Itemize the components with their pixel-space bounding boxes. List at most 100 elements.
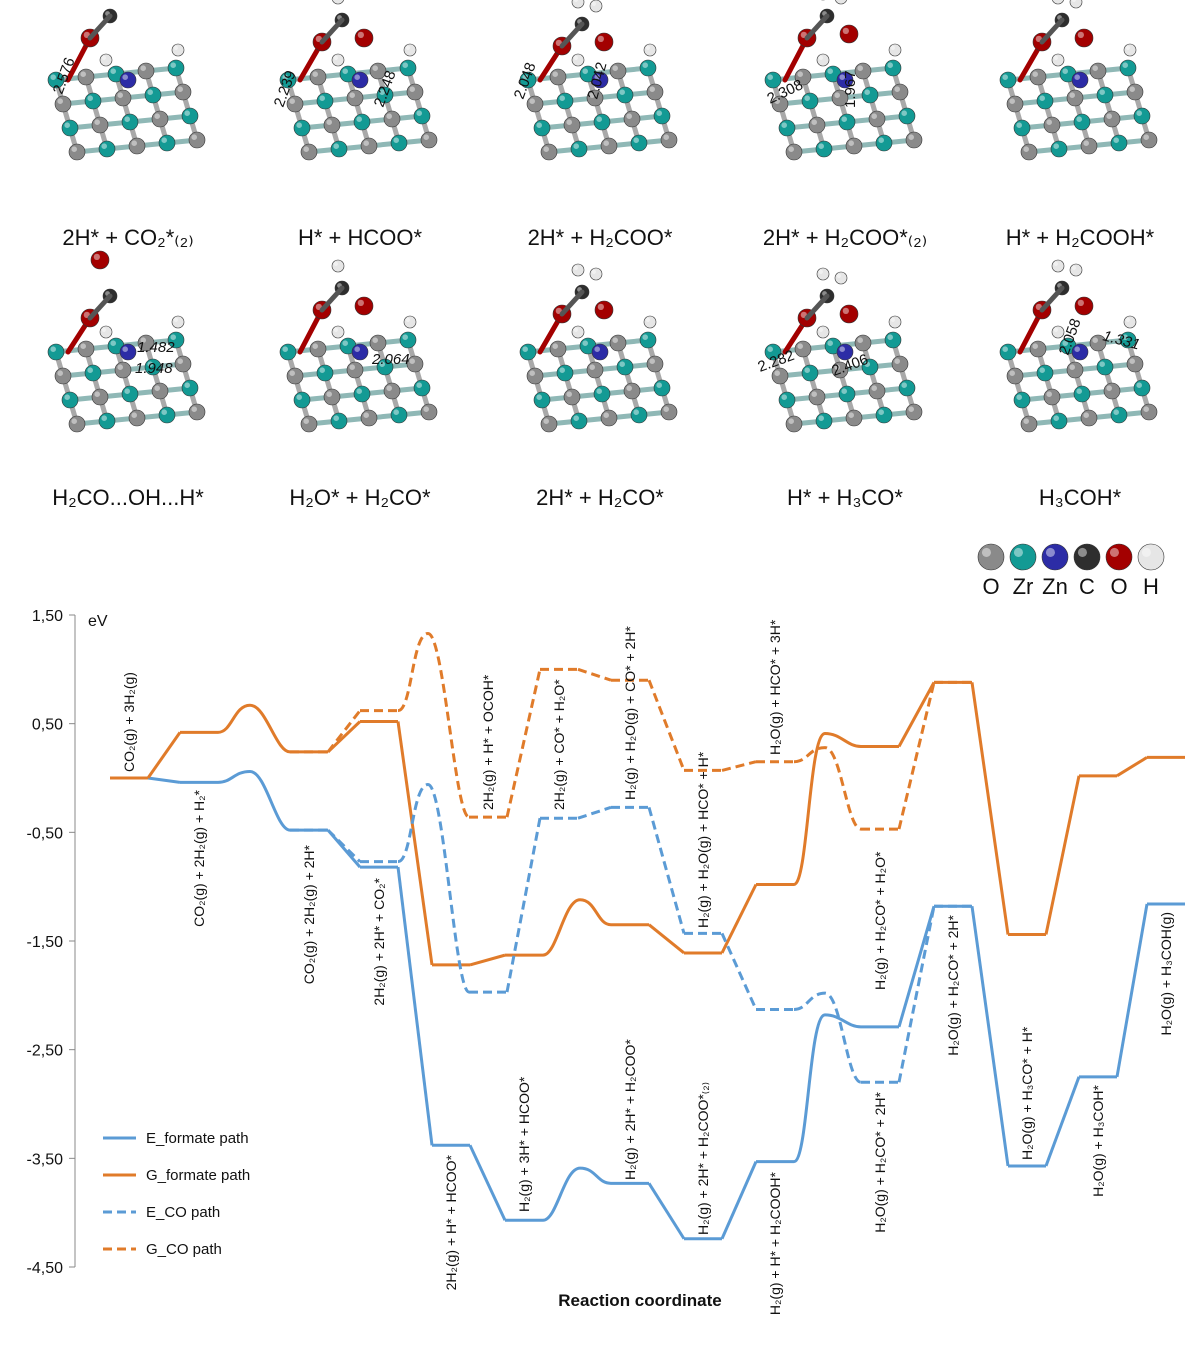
atom bbox=[868, 382, 886, 400]
transition-state bbox=[792, 1013, 862, 1164]
atom bbox=[61, 119, 79, 137]
atom bbox=[854, 62, 872, 80]
atom-shine bbox=[173, 45, 178, 51]
atom-shine bbox=[663, 406, 669, 413]
atom-shine bbox=[626, 385, 632, 392]
atom-shine bbox=[642, 62, 648, 68]
atom bbox=[406, 355, 424, 373]
atom bbox=[785, 143, 803, 161]
atom bbox=[898, 379, 916, 397]
atom-shine bbox=[656, 382, 662, 389]
atom bbox=[286, 367, 304, 385]
atom bbox=[174, 355, 192, 373]
atom-shine bbox=[173, 317, 178, 322]
atom bbox=[839, 24, 859, 44]
atom bbox=[332, 0, 344, 5]
atom bbox=[1050, 412, 1068, 430]
atom bbox=[591, 71, 609, 89]
level-connector bbox=[1044, 1076, 1081, 1167]
atom bbox=[630, 134, 648, 152]
atom bbox=[331, 53, 345, 67]
atom-shine bbox=[543, 418, 549, 425]
atom bbox=[293, 391, 311, 409]
atom bbox=[181, 379, 199, 397]
bond bbox=[804, 293, 830, 321]
co-state-label: H₂(g) + H₂O(g) + CO* + 2H* bbox=[622, 626, 638, 800]
atom bbox=[594, 300, 614, 320]
atom-legend-label: O bbox=[982, 574, 999, 599]
atom bbox=[653, 379, 671, 397]
bond bbox=[87, 13, 113, 41]
structure-caption: H* + HCOO* bbox=[298, 225, 423, 250]
atom-shine bbox=[878, 409, 884, 416]
atom bbox=[369, 62, 387, 80]
atom-shine bbox=[594, 346, 600, 353]
atom bbox=[845, 137, 863, 155]
atom-shine bbox=[379, 89, 386, 95]
atom bbox=[1123, 43, 1137, 57]
atom-shine bbox=[818, 55, 824, 61]
atom-shine bbox=[1077, 299, 1084, 306]
atom-shine bbox=[1023, 146, 1029, 152]
atom-shine bbox=[1062, 340, 1068, 347]
atom-shine bbox=[612, 65, 618, 71]
atom-legend-label: C bbox=[1079, 574, 1095, 599]
atom-legend-label: O bbox=[1110, 574, 1127, 599]
atom bbox=[1105, 543, 1133, 571]
atom-shine bbox=[372, 65, 379, 71]
atom-shine bbox=[1074, 74, 1080, 80]
atom bbox=[1029, 340, 1047, 358]
atom bbox=[137, 334, 155, 352]
transition-state bbox=[792, 731, 862, 886]
level-connector bbox=[1116, 756, 1148, 778]
atom-shine bbox=[289, 370, 296, 377]
atom bbox=[1123, 315, 1137, 329]
atom-shine bbox=[50, 74, 56, 80]
atom-shine bbox=[1092, 65, 1098, 71]
atom bbox=[121, 113, 139, 131]
atom bbox=[556, 364, 574, 382]
level-connector bbox=[897, 905, 936, 1028]
co-state-label: H₂O(g) + HCO* + 3H* bbox=[767, 619, 783, 755]
atom bbox=[1006, 95, 1024, 113]
atom-shine bbox=[326, 391, 333, 398]
atom-shine bbox=[774, 98, 780, 104]
atom bbox=[403, 43, 417, 57]
atom bbox=[1137, 543, 1165, 571]
level-connector bbox=[146, 731, 182, 779]
atom-shine bbox=[890, 317, 896, 322]
atom bbox=[593, 385, 611, 403]
atom bbox=[526, 367, 544, 385]
atom bbox=[188, 403, 206, 421]
atom-shine bbox=[101, 327, 106, 332]
atom bbox=[571, 325, 585, 339]
structure-image bbox=[519, 0, 678, 161]
atom-shine bbox=[981, 547, 991, 557]
atom-shine bbox=[184, 382, 190, 389]
atom-shine bbox=[619, 361, 625, 368]
atom-shine bbox=[827, 340, 833, 347]
atom-shine bbox=[649, 358, 655, 365]
atom-shine bbox=[894, 358, 900, 365]
atom-shine bbox=[596, 388, 602, 395]
atom-shine bbox=[140, 65, 146, 71]
atom-shine bbox=[1071, 265, 1076, 270]
atom bbox=[778, 391, 796, 409]
transition-state bbox=[217, 703, 291, 754]
atom-shine bbox=[423, 406, 430, 413]
atom-shine bbox=[402, 334, 409, 341]
atom bbox=[1036, 364, 1054, 382]
atom bbox=[815, 412, 833, 430]
atom-shine bbox=[117, 364, 123, 371]
atom-shine bbox=[633, 137, 639, 143]
atom-shine bbox=[1125, 45, 1130, 51]
atom bbox=[771, 367, 789, 385]
atom-shine bbox=[1083, 412, 1089, 419]
atom bbox=[609, 334, 627, 352]
atom bbox=[114, 361, 132, 379]
state-label: H₂O(g) + H₂CO* + 2H* bbox=[945, 914, 961, 1055]
atom-shine bbox=[536, 122, 542, 128]
atom-shine bbox=[1136, 110, 1142, 116]
atom bbox=[330, 140, 348, 158]
atom bbox=[816, 53, 830, 67]
